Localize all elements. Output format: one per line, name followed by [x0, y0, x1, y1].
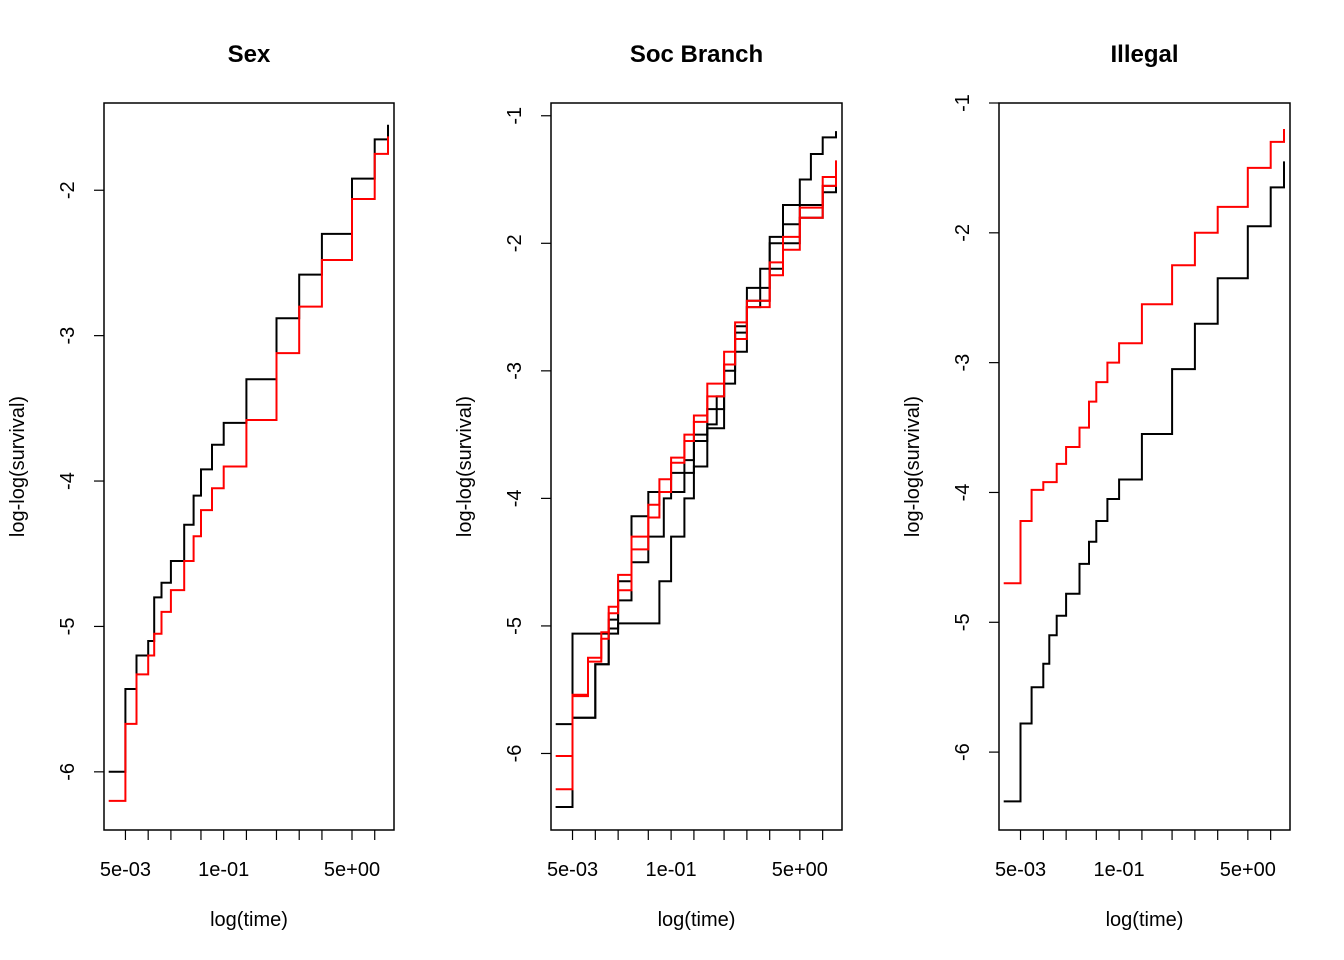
red-series-line-2	[1003, 129, 1285, 585]
x-axis-label: log(time)	[210, 909, 288, 931]
y-tick-label: -4	[504, 489, 526, 507]
chart-title: Soc Branch	[630, 41, 763, 68]
y-tick-label: -5	[504, 617, 526, 635]
x-tick-label: 5e-03	[100, 859, 151, 881]
y-tick-label: -1	[952, 94, 974, 112]
plot-frame	[103, 102, 395, 831]
black-series-line-3	[555, 177, 837, 808]
x-tick-label: 5e+00	[324, 859, 380, 881]
x-tick-label: 5e+00	[1220, 859, 1276, 881]
chart-panel-3: Illegal 5e-03 1e-01 5e+00 -6 -5 -4 -3 -2 -1 log(ti…	[902, 41, 1291, 931]
y-tick-label: -4	[57, 472, 79, 490]
y-tick-label: -3	[57, 327, 79, 345]
y-tick-label: -3	[952, 354, 974, 372]
y-tick-label: -6	[504, 745, 526, 763]
chart-title: Sex	[228, 41, 271, 68]
chart-panel-1: Sex 5e-03 1e-01 5e+00 -6 -5 -4 -3 -2 log(time) log…	[7, 41, 395, 931]
black-series-line-1	[108, 124, 389, 773]
y-axis-label: log-log(survival)	[7, 396, 29, 537]
y-axis-label: log-log(survival)	[902, 396, 924, 537]
chart-panel-2: Soc Branch 5e-03 1e-01 5e+00 -6 -5 -4 -3 -2 -1 log…	[454, 41, 843, 931]
y-tick-label: -2	[952, 224, 974, 242]
black-series-line-1	[555, 131, 837, 726]
y-tick-label: -4	[952, 484, 974, 502]
y-tick-label: -5	[57, 618, 79, 636]
x-tick-label: 5e-03	[547, 859, 598, 881]
y-tick-label: -3	[504, 362, 526, 380]
y-tick-label: -2	[57, 181, 79, 199]
plot-frame	[550, 102, 843, 831]
y-tick-label: -6	[952, 743, 974, 761]
red-series-line-4	[555, 160, 837, 791]
y-tick-label: -6	[57, 763, 79, 781]
x-tick-label: 5e-03	[995, 859, 1046, 881]
y-tick-label: -2	[504, 234, 526, 252]
black-series-line-2	[555, 173, 837, 808]
chart-title: Illegal	[1110, 41, 1178, 68]
black-series-line-1	[1003, 161, 1285, 803]
y-tick-label: -5	[952, 613, 974, 631]
red-series-line-2	[108, 136, 389, 802]
y-tick-label: -1	[504, 107, 526, 125]
x-axis-label: log(time)	[1106, 909, 1184, 931]
x-tick-label: 5e+00	[772, 859, 828, 881]
x-tick-label: 1e-01	[1094, 859, 1145, 881]
x-tick-label: 1e-01	[646, 859, 697, 881]
x-tick-label: 1e-01	[198, 859, 249, 881]
plot-frame	[998, 102, 1291, 831]
y-axis-label: log-log(survival)	[454, 396, 476, 537]
red-series-line-5	[555, 175, 837, 757]
x-axis-label: log(time)	[658, 909, 736, 931]
